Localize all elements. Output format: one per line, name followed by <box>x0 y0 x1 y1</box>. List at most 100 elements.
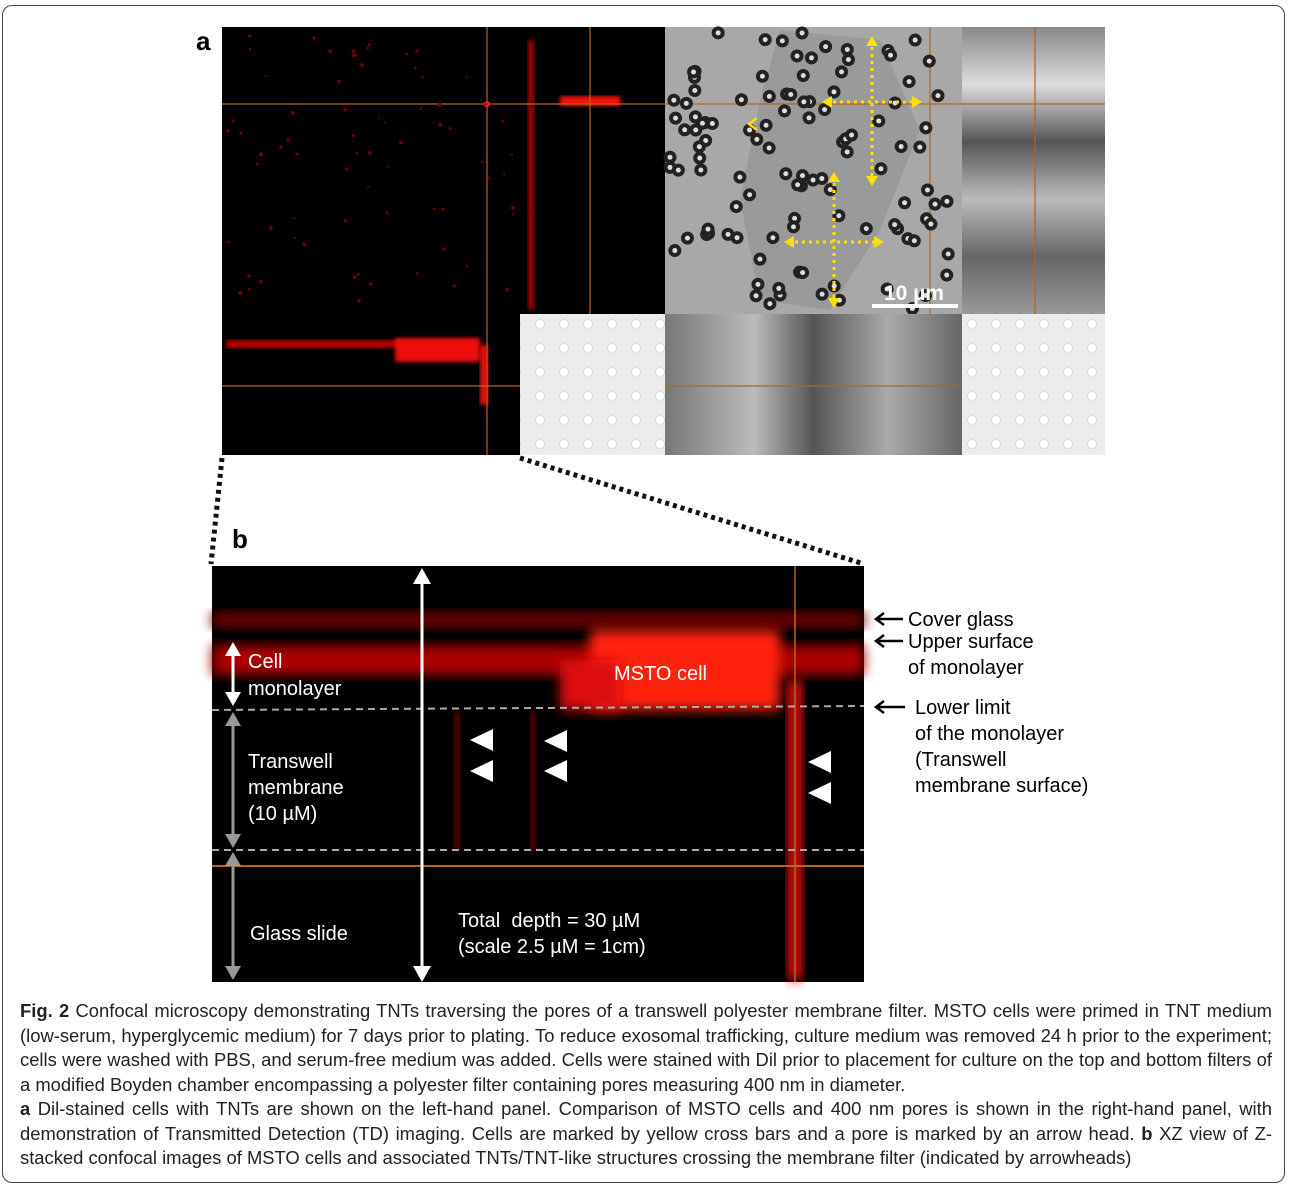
caption-text: Dil-stained cells with TNTs are shown on… <box>20 1098 1272 1144</box>
texture <box>293 217 295 219</box>
texture <box>795 182 800 187</box>
transmitted-detection <box>664 26 962 315</box>
texture <box>259 280 263 284</box>
texture <box>352 53 356 57</box>
panel-label: b <box>232 524 248 554</box>
side-label: of monolayer <box>908 657 1024 679</box>
caption-panel-label: a <box>20 1098 30 1119</box>
texture <box>764 123 769 128</box>
texture <box>682 127 687 132</box>
side-label: of the monolayer <box>915 723 1064 745</box>
texture <box>928 222 933 227</box>
texture <box>438 122 442 126</box>
texture <box>864 226 869 231</box>
texture <box>501 119 504 122</box>
texture <box>441 208 444 211</box>
texture <box>693 128 698 133</box>
texture <box>337 80 341 84</box>
annotation: Transwell <box>248 751 333 773</box>
texture <box>754 293 759 298</box>
texture <box>503 173 505 175</box>
texture <box>828 187 833 192</box>
texture <box>710 121 715 126</box>
caption: Fig. 2 Confocal microscopy demonstrating… <box>20 999 1272 1171</box>
texture <box>378 117 380 119</box>
texture <box>697 156 702 161</box>
texture <box>776 286 781 291</box>
texture <box>287 138 291 142</box>
texture <box>420 107 422 109</box>
texture <box>791 224 796 229</box>
pore-pattern <box>962 314 1105 455</box>
texture <box>668 155 673 160</box>
annotation: Glass slide <box>250 923 348 945</box>
texture <box>700 121 705 126</box>
annotation: Total depth = 30 µM <box>458 910 640 932</box>
texture <box>836 213 841 218</box>
texture <box>259 152 263 156</box>
texture <box>912 238 917 243</box>
texture <box>672 248 677 253</box>
texture <box>807 115 812 120</box>
texture <box>269 226 273 230</box>
texture <box>421 76 423 78</box>
annotation: (scale 2.5 µM = 1cm) <box>458 936 646 958</box>
texture <box>685 236 690 241</box>
annotation: Cell <box>248 651 282 673</box>
texture <box>892 222 897 227</box>
side-label: Upper surface <box>908 631 1034 653</box>
texture <box>291 111 295 115</box>
texture <box>368 43 371 46</box>
texture <box>780 38 785 43</box>
texture <box>355 152 358 155</box>
side-labels: Cover glass Upper surface of monolayer L… <box>876 609 1088 797</box>
texture <box>227 240 230 243</box>
texture <box>832 283 837 288</box>
texture <box>754 137 759 142</box>
texture <box>770 235 775 240</box>
texture <box>248 34 251 37</box>
texture <box>293 237 295 239</box>
texture <box>767 301 772 306</box>
texture <box>944 199 949 204</box>
texture <box>822 107 827 112</box>
texture <box>755 282 760 287</box>
texture <box>369 282 373 286</box>
texture <box>760 74 765 79</box>
texture <box>734 204 739 209</box>
texture <box>747 128 752 133</box>
texture <box>831 89 836 94</box>
texture <box>811 178 816 183</box>
texture <box>716 30 721 35</box>
texture <box>846 57 851 62</box>
texture <box>345 167 349 171</box>
side-label: membrane surface) <box>915 775 1088 797</box>
texture <box>783 171 788 176</box>
texture <box>849 133 854 138</box>
texture <box>466 265 468 267</box>
texture <box>907 79 912 84</box>
texture <box>279 146 282 149</box>
annotation: membrane <box>248 777 344 799</box>
texture <box>226 129 229 132</box>
confocal-xy <box>222 27 520 314</box>
texture <box>767 145 772 150</box>
texture <box>763 37 768 42</box>
texture <box>684 101 689 106</box>
page: a 10 µm <box>0 0 1290 1188</box>
texture <box>792 216 797 221</box>
texture <box>466 76 468 78</box>
texture <box>343 108 347 112</box>
texture <box>415 50 418 53</box>
texture <box>399 141 403 145</box>
caption-panel-label: b <box>1141 1123 1152 1144</box>
texture <box>739 97 744 102</box>
texture <box>888 53 893 58</box>
texture <box>876 118 881 123</box>
texture <box>823 44 828 49</box>
texture <box>249 48 251 50</box>
texture <box>691 69 696 74</box>
texture <box>913 38 918 43</box>
texture <box>671 98 676 103</box>
panel-label: a <box>196 26 211 56</box>
